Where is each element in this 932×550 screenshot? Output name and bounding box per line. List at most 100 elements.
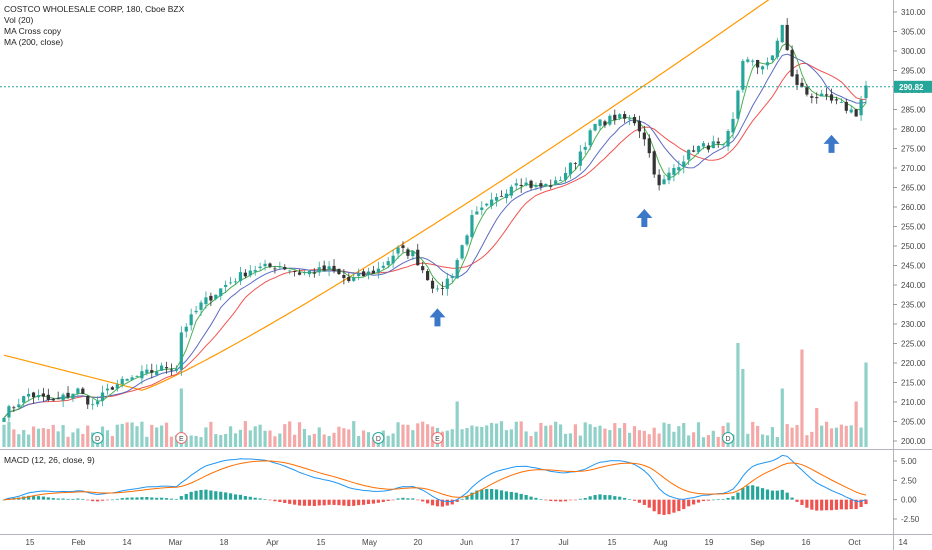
candle-body: [696, 145, 701, 153]
candle-body: [61, 394, 65, 401]
macd-histogram-bar: [499, 490, 504, 500]
macd-histogram-bar: [490, 488, 494, 500]
candle-body: [371, 270, 376, 274]
volume-bar: [805, 435, 809, 447]
candle-body: [573, 162, 577, 164]
price-tick-label: 235.00: [901, 301, 926, 310]
macd-tick-label: 0.00: [901, 496, 917, 505]
volume-bar: [81, 433, 85, 447]
time-axis-label: 17: [511, 538, 520, 547]
candle-body: [445, 278, 449, 289]
volume-bar: [342, 428, 346, 447]
candle-body: [209, 295, 213, 301]
volume-bar: [253, 426, 257, 447]
volume-bar: [736, 343, 740, 447]
volume-bar: [598, 425, 602, 447]
candle-body: [293, 271, 297, 273]
macd-histogram-bar: [440, 499, 444, 507]
volume-bar: [820, 425, 824, 447]
up-arrow-icon: [823, 134, 840, 153]
macd-histogram-bar: [504, 491, 509, 500]
volume-bar: [445, 430, 449, 447]
candle-body: [194, 310, 198, 313]
legend-volume[interactable]: Vol (20): [4, 15, 34, 25]
volume-bar: [859, 427, 863, 447]
candle-body: [687, 149, 691, 160]
time-axis-label: Aug: [653, 538, 667, 547]
macd-histogram-bar: [135, 497, 139, 500]
price-tick-label: 295.00: [901, 67, 926, 76]
macd-histogram-bar: [470, 492, 474, 500]
candle-body: [455, 260, 459, 279]
volume-bar: [327, 435, 331, 447]
candle-body: [100, 392, 105, 401]
candle-body: [490, 199, 494, 206]
macd-histogram-bar: [829, 499, 834, 511]
volume-bar: [302, 428, 307, 447]
candle-body: [470, 215, 474, 238]
macd-histogram-bar: [859, 499, 863, 508]
macd-histogram-bar: [411, 498, 415, 500]
legend-ma-cross[interactable]: MA Cross copy: [4, 26, 62, 36]
volume-bar: [480, 426, 484, 447]
volume-bar: [455, 401, 459, 447]
macd-histogram-bar: [396, 498, 400, 500]
volume-bar: [756, 425, 760, 447]
macd-histogram-bar: [312, 499, 316, 507]
macd-histogram-bar: [677, 499, 681, 512]
time-axis-label: May: [362, 538, 377, 547]
macd-signal-line: [3, 460, 867, 501]
legend-macd[interactable]: MACD (12, 26, close, 9): [4, 455, 95, 465]
volume-bar: [145, 436, 149, 447]
candle-body: [509, 186, 513, 196]
candle-body: [805, 87, 809, 95]
time-axis-label: Apr: [266, 538, 279, 547]
candle-body: [815, 97, 819, 99]
volume-bar: [524, 431, 528, 447]
legend-ma200[interactable]: MA (200, close): [4, 37, 64, 47]
price-tick-label: 285.00: [901, 106, 926, 115]
volume-bar: [155, 427, 159, 447]
macd-histogram-bar: [105, 499, 110, 501]
candle-body: [736, 90, 740, 119]
volume-bar: [810, 431, 814, 447]
macd-histogram-bar: [263, 499, 267, 500]
macd-histogram-bar: [544, 499, 548, 501]
volume-bar: [61, 425, 65, 447]
time-axis-label: 15: [317, 538, 326, 547]
candle-body: [563, 172, 568, 180]
candle-body: [125, 378, 129, 381]
candle-body: [12, 407, 16, 409]
candle-body: [253, 270, 257, 272]
candle-body: [224, 284, 228, 287]
volume-bar: [105, 430, 110, 447]
macd-histogram-bar: [391, 499, 395, 501]
volume-bar: [194, 435, 198, 447]
volume-bar: [785, 424, 789, 447]
volume-bar: [31, 426, 36, 447]
volume-bar: [554, 421, 558, 447]
volume-bar: [219, 435, 223, 447]
candle-body: [780, 24, 784, 43]
candle-body: [288, 270, 292, 272]
candle-body: [302, 272, 307, 274]
candle-body: [494, 196, 499, 201]
candle-body: [864, 85, 868, 99]
up-arrow-icon: [636, 208, 653, 227]
dividend-marker-label: D: [726, 436, 731, 443]
candle-body: [169, 369, 174, 371]
macd-histogram-bar: [519, 493, 523, 500]
volume-bar: [371, 437, 376, 447]
macd-histogram-bar: [421, 499, 425, 502]
macd-histogram-bar: [460, 498, 464, 500]
candle-body: [135, 375, 139, 377]
volume-bar: [667, 423, 671, 447]
ma200-line: [3, 0, 770, 391]
volume-bar: [647, 434, 651, 447]
candle-body: [559, 180, 563, 181]
macd-histogram-bar: [864, 499, 868, 505]
candle-body: [145, 369, 149, 374]
time-axis-label: 15: [608, 538, 617, 547]
price-tick-label: 260.00: [901, 203, 926, 212]
